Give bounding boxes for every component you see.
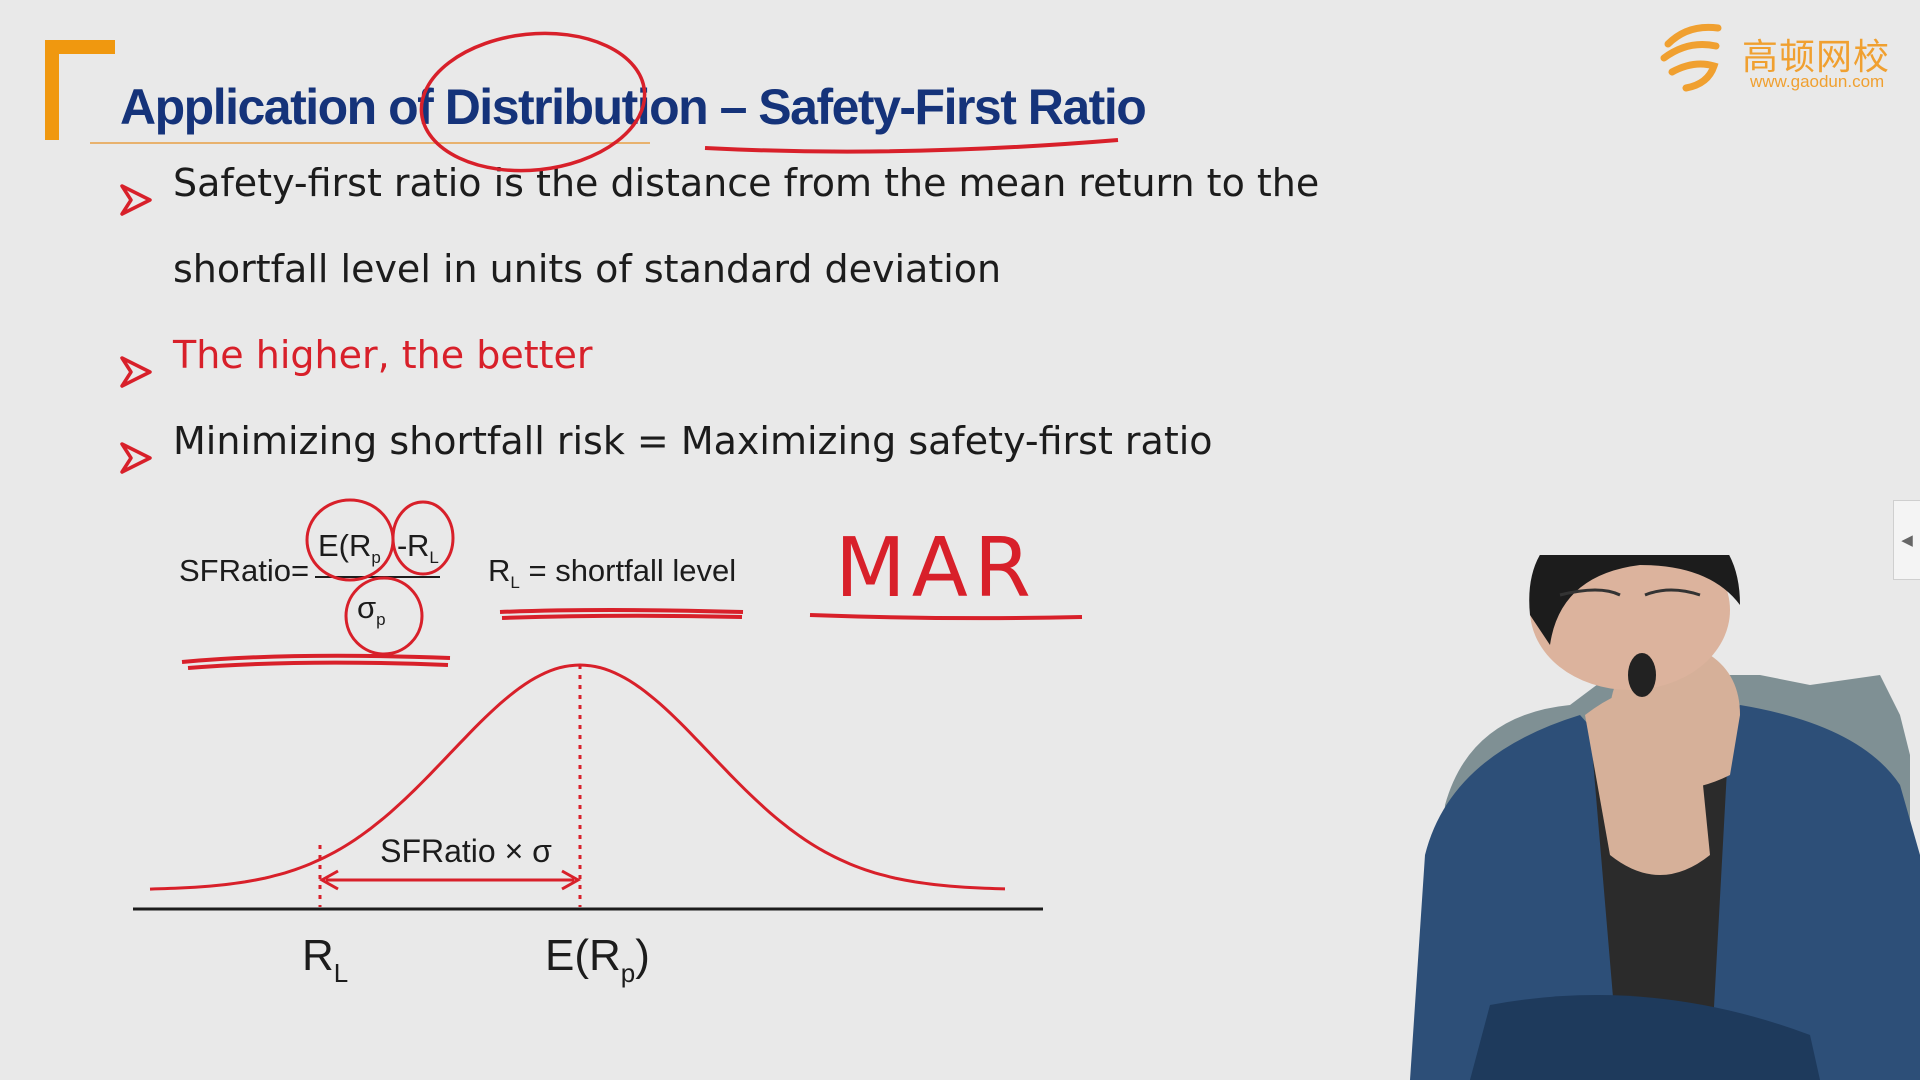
side-panel-toggle[interactable]: ◀ [1893, 500, 1920, 580]
sfratio-arrowhead-right-icon [561, 869, 582, 891]
bullet-arrow-icon [120, 356, 152, 388]
formula-lhs: SFRatio= [179, 553, 310, 588]
bullet-arrow-icon [120, 184, 152, 216]
brand-logo-text: 高顿网校 [1742, 37, 1891, 78]
bullet-text: Minimizing shortfall risk = Maximizing s… [173, 419, 1213, 463]
bullet-text: The higher, the better [173, 333, 593, 377]
bullet-arrow-icon [120, 442, 152, 474]
title-bracket-decoration [45, 40, 115, 140]
axis-label-shortfall: RL [302, 931, 348, 988]
axis-label-mean: E(Rp) [545, 931, 650, 988]
sfratio-arrowhead-left-icon [318, 869, 339, 891]
bell-curve [149, 663, 1006, 891]
collapse-left-icon: ◀ [1901, 531, 1913, 549]
sfratio-arrow-label: SFRatio × σ [380, 833, 552, 869]
bullet-text: shortfall level in units of standard dev… [173, 247, 1002, 291]
bullet-text: Safety-first ratio is the distance from … [173, 161, 1320, 205]
title-underline-rule [90, 142, 650, 144]
brand-logo: 高顿网校 www.gaodun.com [1650, 8, 1910, 98]
shortfall-definition: RL = shortfall level [488, 553, 737, 593]
brand-logo-icon [1660, 23, 1722, 92]
brand-logo-url: www.gaodun.com [1750, 72, 1885, 91]
presenter-video [1410, 555, 1920, 1080]
